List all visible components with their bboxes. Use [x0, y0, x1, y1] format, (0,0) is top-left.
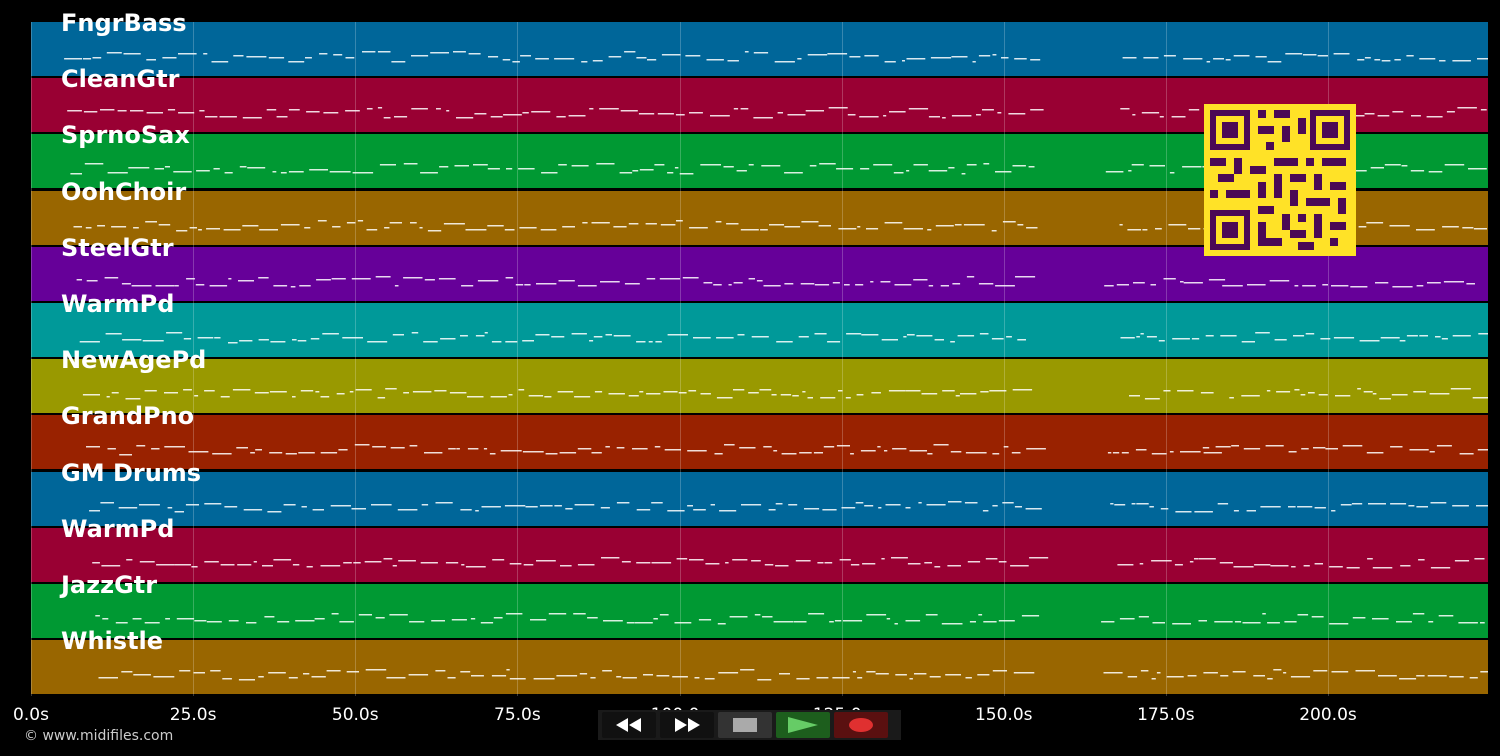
stop-button[interactable] [718, 712, 772, 738]
note-marks [92, 556, 1485, 569]
copyright-text: © www.midifiles.com [24, 728, 174, 744]
track-name: WarmPd [61, 290, 175, 318]
time-tick-label: 200.0s [1299, 705, 1357, 725]
track-name: FngrBass [61, 9, 187, 37]
note-marks [79, 332, 1488, 344]
track-lane[interactable]: Whistle [31, 627, 1488, 695]
track-lane[interactable]: GM Drums [31, 459, 1488, 526]
grid-line [517, 22, 519, 696]
grid-line [355, 22, 357, 696]
rewind-button[interactable] [602, 712, 656, 738]
record-button[interactable] [834, 712, 888, 738]
track-name: SteelGtr [61, 233, 174, 262]
stop-icon [733, 718, 757, 732]
track-lane[interactable]: WarmPd [31, 515, 1488, 582]
note-marks [98, 669, 1488, 681]
grid-line [1003, 22, 1005, 696]
track-lane[interactable]: WarmPd [31, 290, 1488, 357]
track-name: OohChoir [61, 177, 187, 206]
note-marks [95, 613, 1485, 625]
time-tick-label: 25.0s [169, 705, 217, 725]
grid-line [31, 22, 32, 696]
grid-line [679, 22, 681, 696]
track-lanes: FngrBass CleanGtr SprnoSax OohChoir SteelGtr… [31, 9, 1488, 696]
play-icon [788, 717, 818, 733]
track-name: CleanGtr [61, 65, 180, 94]
grid-line [1328, 22, 1329, 696]
track-name: WarmPd [61, 514, 175, 543]
track-name: GM Drums [61, 458, 202, 487]
transport-controls [598, 710, 901, 740]
grid-line [1165, 22, 1167, 696]
note-marks [89, 500, 1488, 513]
note-marks [86, 444, 1488, 456]
qr-code [1204, 104, 1356, 256]
time-tick-label: 75.0s [494, 705, 541, 725]
note-marks [82, 388, 1488, 400]
time-tick-label: 0.0s [13, 705, 49, 725]
time-tick-label: 175.0s [1137, 705, 1195, 725]
time-tick-label: 150.0s [974, 705, 1033, 725]
rewind-icon [616, 718, 641, 732]
play-button[interactable] [776, 712, 830, 738]
time-tick-label: 50.0s [331, 705, 379, 725]
track-name: GrandPno [61, 402, 195, 431]
note-marks [76, 275, 1475, 288]
fast-forward-button[interactable] [660, 712, 714, 738]
note-marks [70, 163, 1487, 175]
track-lane[interactable]: JazzGtr [31, 571, 1488, 638]
track-name: NewAgePd [61, 346, 207, 375]
track-lane[interactable]: NewAgePd [31, 346, 1488, 414]
track-name: JazzGtr [61, 571, 158, 599]
track-lane[interactable]: FngrBass [31, 9, 1488, 76]
track-name: SprnoSax [61, 121, 190, 150]
note-marks [64, 51, 1488, 63]
fast-forward-icon [675, 718, 700, 732]
grid-line [841, 22, 843, 696]
track-lane[interactable]: GrandPno [31, 402, 1488, 470]
grid-line [193, 22, 195, 696]
track-name: Whistle [61, 627, 164, 656]
record-icon [849, 718, 873, 732]
